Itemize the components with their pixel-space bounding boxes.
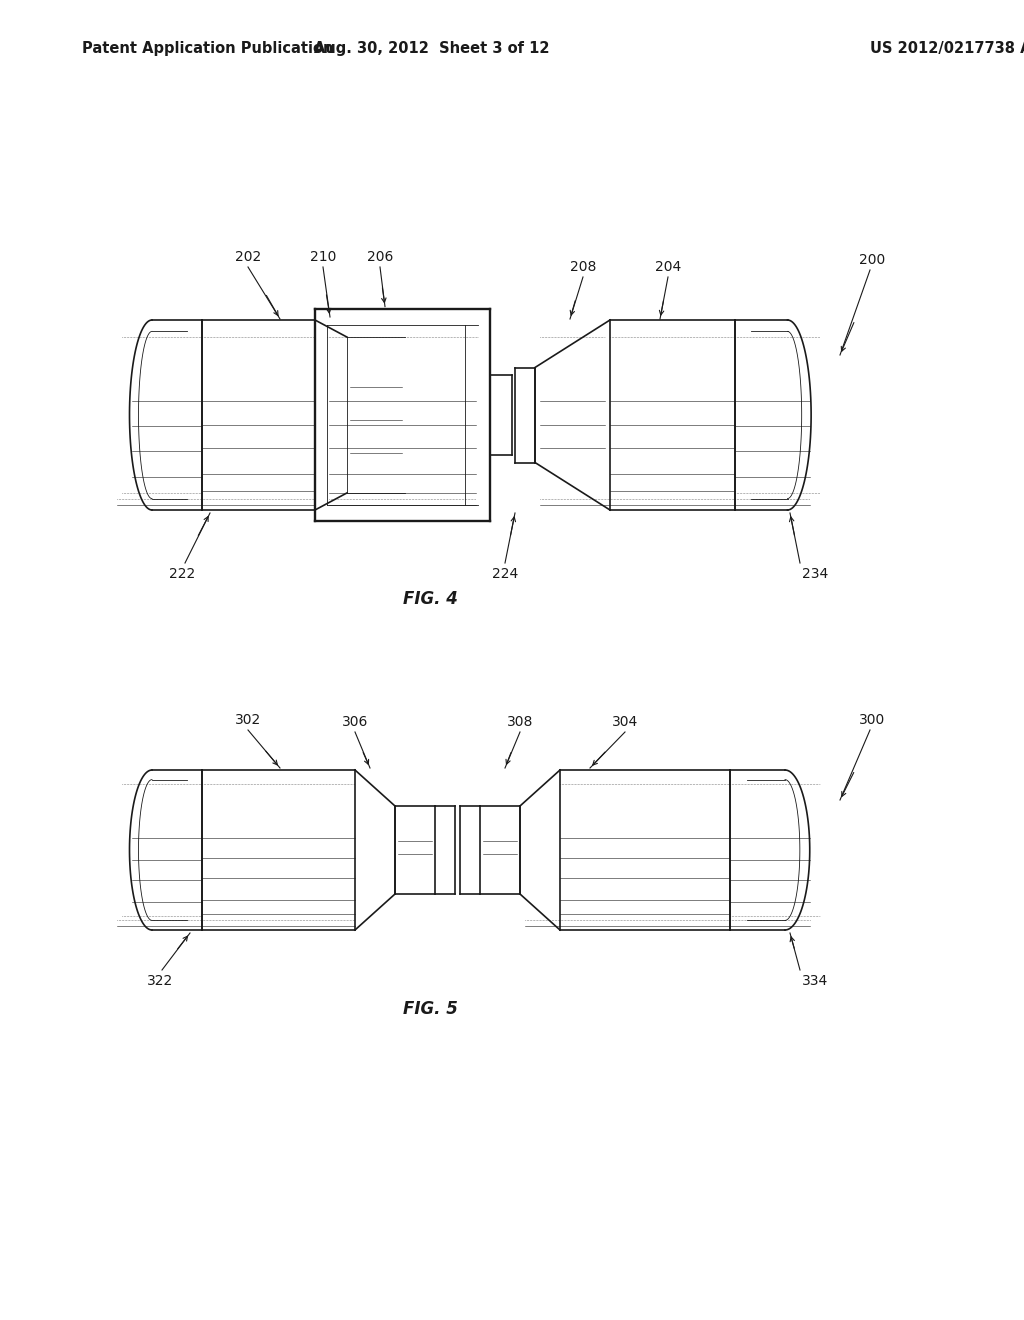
Text: 300: 300: [859, 713, 885, 727]
Text: Aug. 30, 2012  Sheet 3 of 12: Aug. 30, 2012 Sheet 3 of 12: [314, 41, 550, 55]
Text: 206: 206: [367, 249, 393, 264]
Text: 304: 304: [612, 715, 638, 729]
Text: 306: 306: [342, 715, 369, 729]
Text: 234: 234: [802, 568, 828, 581]
Text: Patent Application Publication: Patent Application Publication: [82, 41, 334, 55]
Text: 204: 204: [655, 260, 681, 275]
Text: FIG. 5: FIG. 5: [402, 1001, 458, 1018]
Text: 302: 302: [234, 713, 261, 727]
Text: 334: 334: [802, 974, 828, 987]
Text: 308: 308: [507, 715, 534, 729]
Text: 322: 322: [146, 974, 173, 987]
Text: 200: 200: [859, 253, 885, 267]
Text: 208: 208: [569, 260, 596, 275]
Text: 210: 210: [310, 249, 336, 264]
Text: FIG. 4: FIG. 4: [402, 590, 458, 609]
Text: US 2012/0217738 A1: US 2012/0217738 A1: [870, 41, 1024, 55]
Text: 224: 224: [492, 568, 518, 581]
Text: 222: 222: [169, 568, 196, 581]
Text: 202: 202: [234, 249, 261, 264]
